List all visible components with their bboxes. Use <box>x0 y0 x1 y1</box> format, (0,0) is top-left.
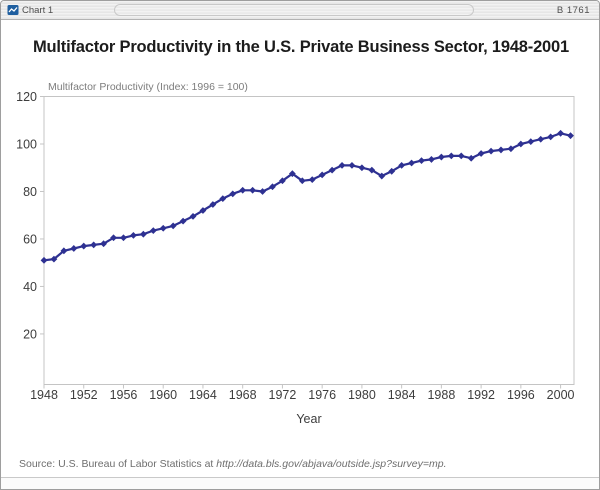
x-tick-label: 1952 <box>70 388 98 402</box>
data-point <box>408 159 415 167</box>
x-tick-label: 1996 <box>507 388 535 402</box>
data-point <box>179 217 187 225</box>
data-point <box>477 150 485 157</box>
data-point <box>527 138 535 146</box>
page-ref-label: B 1761 <box>556 5 590 16</box>
data-point <box>437 153 445 161</box>
x-tick-label: 1948 <box>30 388 58 402</box>
data-point <box>318 171 326 179</box>
data-point <box>308 176 316 183</box>
y-tick-label: 40 <box>23 280 37 294</box>
x-tick-label: 1980 <box>348 388 376 402</box>
x-tick-label: 1956 <box>110 388 138 402</box>
data-point <box>537 135 545 143</box>
x-tick-label: 1976 <box>308 388 336 402</box>
chart-icon <box>7 5 19 15</box>
y-tick-label: 120 <box>16 90 37 104</box>
plot-area <box>43 96 575 385</box>
data-point <box>40 256 48 264</box>
data-point <box>169 222 177 230</box>
data-point <box>209 201 217 208</box>
data-point <box>567 132 574 140</box>
data-point <box>557 129 564 137</box>
data-point <box>149 227 157 235</box>
data-point <box>269 183 276 191</box>
window-footer <box>1 477 599 489</box>
data-point <box>50 255 58 263</box>
y-axis-note: Multifactor Productivity (Index: 1996 = … <box>48 81 248 93</box>
data-point <box>199 207 207 214</box>
data-point <box>279 177 286 185</box>
x-tick-label: 1992 <box>467 388 495 402</box>
data-point <box>70 245 78 252</box>
data-point <box>80 242 88 250</box>
data-point <box>517 140 525 148</box>
data-point <box>338 161 346 169</box>
data-point <box>348 161 356 169</box>
data-point <box>467 154 475 162</box>
data-point <box>189 213 197 220</box>
x-tick-label: 1988 <box>427 388 455 402</box>
productivity-line-chart: 20 40 60 80 100 120 1948 1952 1956 1960 1964 1968 19… <box>16 90 575 426</box>
x-tick-label: 1964 <box>189 388 217 402</box>
data-point <box>110 234 117 242</box>
data-point <box>239 186 247 194</box>
data-point <box>358 164 366 172</box>
x-axis-title: Year <box>296 412 321 426</box>
data-point <box>249 186 257 194</box>
data-point <box>507 145 515 153</box>
y-tick-label: 80 <box>23 185 37 199</box>
data-point <box>497 146 505 154</box>
data-point <box>378 172 386 180</box>
source-url: http://data.bls.gov/abjava/outside.jsp?s… <box>216 458 447 470</box>
data-point <box>120 234 127 242</box>
x-tick-label: 1972 <box>269 388 297 402</box>
data-point <box>428 156 435 163</box>
data-point <box>298 177 306 185</box>
x-tick-label: 1968 <box>229 388 257 402</box>
x-tick-label: 1984 <box>388 388 416 402</box>
data-point <box>130 231 137 239</box>
y-tick-label: 60 <box>23 232 37 246</box>
data-point <box>388 167 396 175</box>
chart-title: Multifactor Productivity in the U.S. Pri… <box>33 38 569 56</box>
data-point <box>328 166 336 174</box>
data-point <box>159 224 167 232</box>
x-tick-label: 1960 <box>149 388 177 402</box>
data-point <box>418 157 425 165</box>
x-tick-label: 2000 <box>547 388 575 402</box>
data-point <box>219 195 227 202</box>
window-title: Chart 1 <box>22 5 54 16</box>
source-note: Source: U.S. Bureau of Labor Statistics … <box>19 458 447 470</box>
y-tick-label: 20 <box>23 327 37 341</box>
data-point <box>457 152 465 160</box>
data-point <box>90 241 98 249</box>
data-point <box>139 230 147 238</box>
data-point <box>368 166 376 174</box>
data-point <box>259 188 266 195</box>
titlebar-groove <box>114 4 474 16</box>
data-point <box>100 240 108 248</box>
data-point <box>229 190 237 198</box>
data-point <box>398 161 406 169</box>
data-point <box>547 133 555 141</box>
window-titlebar[interactable]: Chart 1 B 1761 <box>1 1 599 20</box>
data-point <box>447 152 455 160</box>
source-text: Source: U.S. Bureau of Labor Statistics … <box>19 458 217 470</box>
data-point <box>288 170 296 178</box>
y-tick-label: 100 <box>16 137 37 151</box>
data-point <box>60 247 68 255</box>
data-point <box>487 147 495 155</box>
